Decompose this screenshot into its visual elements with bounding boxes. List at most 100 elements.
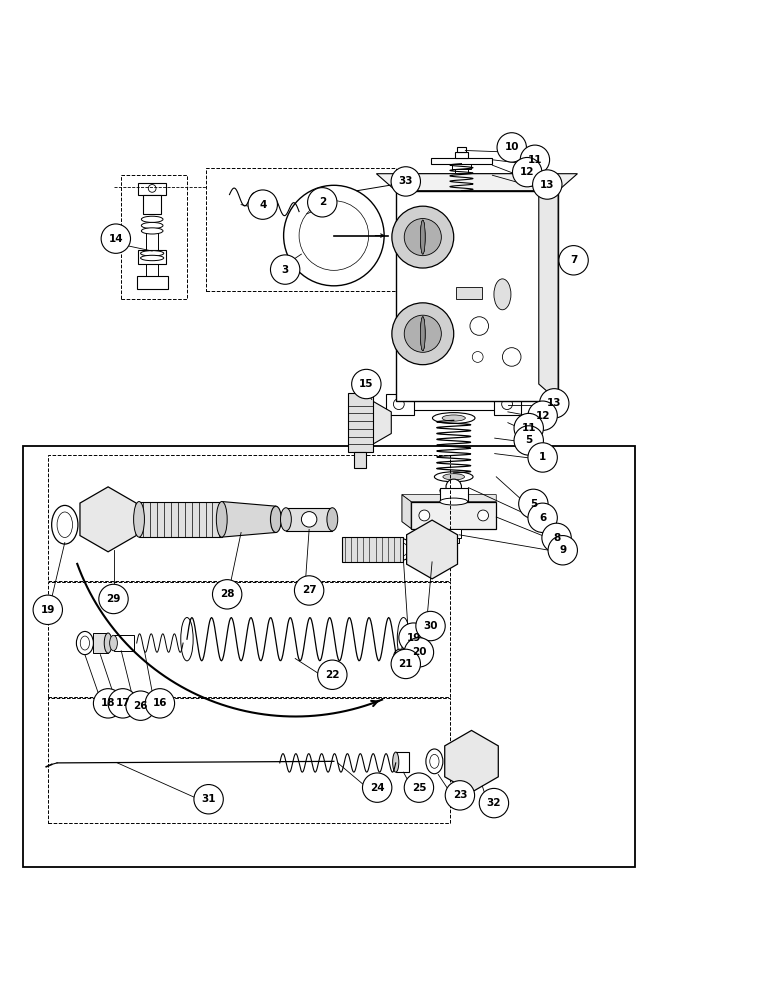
Circle shape bbox=[404, 219, 442, 256]
Polygon shape bbox=[445, 730, 498, 792]
Circle shape bbox=[497, 133, 526, 162]
Polygon shape bbox=[341, 537, 404, 562]
Polygon shape bbox=[354, 452, 366, 468]
Ellipse shape bbox=[404, 637, 418, 657]
Circle shape bbox=[93, 689, 123, 718]
Polygon shape bbox=[286, 508, 332, 531]
Ellipse shape bbox=[141, 216, 163, 222]
Circle shape bbox=[317, 660, 347, 689]
Polygon shape bbox=[396, 752, 409, 772]
Ellipse shape bbox=[271, 506, 281, 532]
Ellipse shape bbox=[181, 618, 193, 661]
Polygon shape bbox=[456, 287, 483, 299]
Polygon shape bbox=[456, 152, 468, 158]
Circle shape bbox=[501, 399, 512, 410]
Ellipse shape bbox=[432, 413, 475, 423]
Circle shape bbox=[213, 580, 242, 609]
Ellipse shape bbox=[141, 222, 163, 229]
Text: 4: 4 bbox=[259, 200, 266, 210]
Text: 23: 23 bbox=[452, 790, 467, 800]
Circle shape bbox=[520, 145, 549, 174]
Polygon shape bbox=[80, 487, 137, 552]
Polygon shape bbox=[400, 399, 508, 410]
Text: 10: 10 bbox=[504, 142, 519, 152]
Text: 28: 28 bbox=[220, 589, 234, 599]
Text: 13: 13 bbox=[547, 398, 562, 408]
Ellipse shape bbox=[52, 505, 78, 544]
Polygon shape bbox=[139, 502, 222, 537]
Polygon shape bbox=[93, 633, 108, 653]
Text: 7: 7 bbox=[570, 255, 577, 265]
Polygon shape bbox=[396, 191, 558, 401]
Circle shape bbox=[352, 369, 381, 399]
Circle shape bbox=[362, 773, 392, 802]
Ellipse shape bbox=[57, 512, 72, 538]
Ellipse shape bbox=[421, 317, 425, 351]
Circle shape bbox=[478, 510, 489, 521]
Ellipse shape bbox=[407, 641, 415, 653]
Text: 17: 17 bbox=[116, 698, 130, 708]
Ellipse shape bbox=[393, 649, 406, 666]
Text: 13: 13 bbox=[540, 180, 555, 190]
Ellipse shape bbox=[426, 749, 443, 774]
Circle shape bbox=[528, 443, 557, 472]
Text: 20: 20 bbox=[412, 647, 426, 657]
Text: 33: 33 bbox=[399, 176, 413, 186]
Text: 19: 19 bbox=[407, 633, 421, 643]
Ellipse shape bbox=[430, 754, 439, 768]
Circle shape bbox=[194, 785, 223, 814]
Text: 27: 27 bbox=[302, 585, 317, 595]
Ellipse shape bbox=[80, 636, 89, 650]
Ellipse shape bbox=[421, 220, 425, 254]
Text: 15: 15 bbox=[359, 379, 373, 389]
Circle shape bbox=[283, 185, 384, 286]
Circle shape bbox=[445, 781, 475, 810]
Circle shape bbox=[518, 489, 548, 519]
Polygon shape bbox=[348, 393, 372, 452]
Ellipse shape bbox=[397, 539, 411, 560]
Polygon shape bbox=[138, 250, 166, 264]
Polygon shape bbox=[354, 401, 391, 444]
Circle shape bbox=[532, 170, 562, 199]
Circle shape bbox=[392, 206, 454, 268]
Ellipse shape bbox=[421, 220, 425, 254]
Ellipse shape bbox=[421, 317, 425, 351]
Ellipse shape bbox=[442, 415, 466, 421]
Text: 16: 16 bbox=[153, 698, 167, 708]
Text: 12: 12 bbox=[520, 167, 535, 177]
Ellipse shape bbox=[443, 474, 465, 480]
Polygon shape bbox=[143, 195, 161, 214]
Ellipse shape bbox=[133, 502, 144, 537]
Circle shape bbox=[108, 689, 137, 718]
Polygon shape bbox=[431, 158, 493, 164]
Circle shape bbox=[514, 413, 543, 443]
Circle shape bbox=[404, 773, 434, 802]
Circle shape bbox=[145, 689, 175, 718]
Ellipse shape bbox=[217, 502, 227, 537]
Text: 1: 1 bbox=[539, 452, 546, 462]
Circle shape bbox=[307, 188, 337, 217]
Ellipse shape bbox=[397, 618, 410, 661]
Circle shape bbox=[502, 348, 521, 366]
Ellipse shape bbox=[280, 508, 291, 531]
Circle shape bbox=[473, 352, 483, 362]
Circle shape bbox=[559, 246, 588, 275]
Circle shape bbox=[99, 584, 128, 614]
Ellipse shape bbox=[327, 508, 338, 531]
Polygon shape bbox=[137, 276, 168, 289]
Circle shape bbox=[391, 167, 421, 196]
Text: 12: 12 bbox=[535, 411, 550, 421]
Circle shape bbox=[528, 401, 557, 430]
Polygon shape bbox=[222, 502, 276, 537]
Text: 5: 5 bbox=[525, 435, 532, 445]
Circle shape bbox=[539, 389, 569, 418]
Ellipse shape bbox=[104, 633, 112, 653]
Text: 32: 32 bbox=[487, 798, 501, 808]
Text: 31: 31 bbox=[201, 794, 216, 804]
Circle shape bbox=[528, 503, 557, 532]
Circle shape bbox=[392, 303, 454, 365]
Ellipse shape bbox=[393, 752, 399, 772]
Polygon shape bbox=[376, 174, 558, 191]
Circle shape bbox=[416, 611, 445, 641]
Polygon shape bbox=[440, 490, 468, 500]
